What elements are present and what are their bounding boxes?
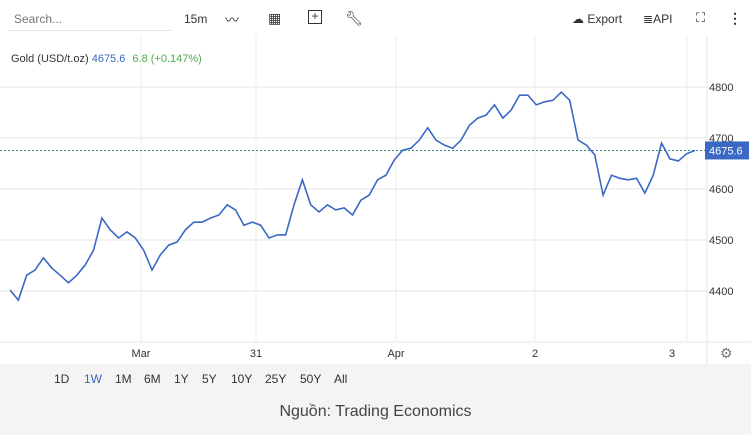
x-tick-label: 3 (669, 348, 675, 360)
last-price-label: 4675.6 (709, 145, 743, 157)
chart-legend: Gold (USD/t.oz) 4675.6 6.8 (+0.147%) (11, 53, 202, 65)
api-button[interactable]: ≣API (643, 12, 672, 26)
range-50y[interactable]: 50Y (300, 372, 322, 386)
range-6m[interactable]: 6M (144, 372, 161, 386)
compare-icon[interactable]: + (308, 10, 322, 24)
export-button[interactable]: ☁ Export (572, 12, 622, 26)
cloud-download-icon: ☁ (572, 12, 588, 26)
range-5y[interactable]: 5Y (202, 372, 217, 386)
calendar-icon[interactable]: ▦ (268, 10, 282, 26)
range-1m[interactable]: 1M (115, 372, 132, 386)
api-label: API (653, 12, 673, 26)
series-name: Gold (USD/t.oz) (11, 53, 89, 65)
legend-change: 6.8 (+0.147%) (132, 53, 202, 65)
range-selector: 1D 1W 1M 6M 1Y 5Y 10Y 25Y 50Y All (0, 364, 751, 392)
price-line (9, 90, 696, 302)
settings-gear-icon[interactable]: ⚙ (720, 345, 733, 361)
x-tick-label: 31 (250, 348, 262, 360)
range-all[interactable]: All (334, 372, 348, 386)
x-tick-label: 2 (532, 348, 538, 360)
range-1w[interactable]: 1W (79, 372, 107, 392)
y-tick-label: 4500 (709, 235, 733, 247)
y-tick-label: 4400 (709, 286, 733, 298)
database-icon: ≣ (643, 12, 654, 26)
y-tick-label: 4800 (709, 82, 733, 94)
range-1y[interactable]: 1Y (174, 372, 189, 386)
range-25y[interactable]: 25Y (265, 372, 287, 386)
search-input[interactable] (8, 8, 172, 31)
source-footer: Nguồn: Trading Economics (0, 390, 751, 435)
interval-button[interactable]: 15m (184, 12, 208, 26)
x-tick-label: Mar (132, 348, 151, 360)
wrench-icon[interactable]: 🔧︎ (345, 10, 363, 26)
range-10y[interactable]: 10Y (231, 372, 253, 386)
chart-type-icon[interactable]: 〰 (225, 12, 239, 28)
last-price-badge (705, 141, 749, 160)
more-menu-icon[interactable]: ⋮ (728, 10, 742, 26)
range-1d[interactable]: 1D (54, 372, 70, 386)
legend-price: 4675.6 (91, 53, 126, 65)
y-tick-label: 4600 (709, 184, 733, 196)
x-tick-label: Apr (387, 348, 404, 360)
fullscreen-icon[interactable]: ⛶ (696, 10, 706, 25)
export-label: Export (587, 12, 623, 26)
